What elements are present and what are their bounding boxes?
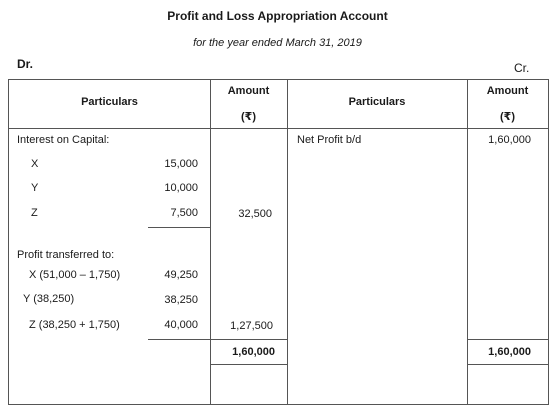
credit-grand-total: 1,60,000	[488, 346, 531, 358]
partner-name: X	[31, 158, 39, 170]
total-bottom-line	[467, 364, 548, 365]
header-amount-right: Amount	[486, 85, 529, 97]
net-profit-label: Net Profit b/d	[297, 134, 362, 146]
account-title: Profit and Loss Appropriation Account	[167, 9, 388, 23]
profit-amount: 38,250	[164, 294, 198, 306]
debit-side-label: Dr.	[17, 57, 34, 71]
column-divider	[210, 80, 211, 404]
header-particulars-left: Particulars	[81, 96, 138, 108]
credit-side-label: Cr.	[514, 61, 530, 75]
interest-heading: Interest on Capital:	[17, 134, 110, 146]
header-amount-left: Amount	[227, 85, 270, 97]
profit-total: 1,27,500	[230, 320, 273, 332]
appropriation-table: Particulars Amount (₹) Particulars Amoun…	[8, 79, 549, 405]
total-top-line	[467, 339, 548, 340]
profit-amount: 49,250	[164, 269, 198, 281]
column-divider	[287, 80, 288, 404]
header-amount-left-unit: (₹)	[241, 111, 256, 123]
partner-profit-name: X (51,000 – 1,750)	[29, 269, 121, 281]
subtotal-underline	[148, 227, 210, 228]
interest-total: 32,500	[238, 208, 272, 220]
partner-profit-name: Z (38,250 + 1,750)	[29, 319, 120, 331]
partner-profit-name: Y (38,250)	[23, 293, 75, 305]
subtotal-underline	[148, 339, 210, 340]
total-bottom-line	[210, 364, 287, 365]
header-divider	[9, 128, 548, 129]
interest-amount: 7,500	[170, 207, 198, 219]
profit-amount: 40,000	[164, 319, 198, 331]
interest-amount: 10,000	[164, 182, 198, 194]
total-top-line	[210, 339, 287, 340]
column-divider	[467, 80, 468, 404]
interest-amount: 15,000	[164, 158, 198, 170]
account-subtitle: for the year ended March 31, 2019	[193, 37, 362, 49]
net-profit-amount: 1,60,000	[488, 134, 531, 146]
debit-grand-total: 1,60,000	[232, 346, 275, 358]
profit-heading: Profit transferred to:	[17, 249, 115, 261]
partner-name: Y	[31, 182, 39, 194]
partner-name: Z	[31, 207, 38, 219]
header-particulars-right: Particulars	[348, 96, 406, 108]
header-amount-right-unit: (₹)	[500, 111, 515, 123]
